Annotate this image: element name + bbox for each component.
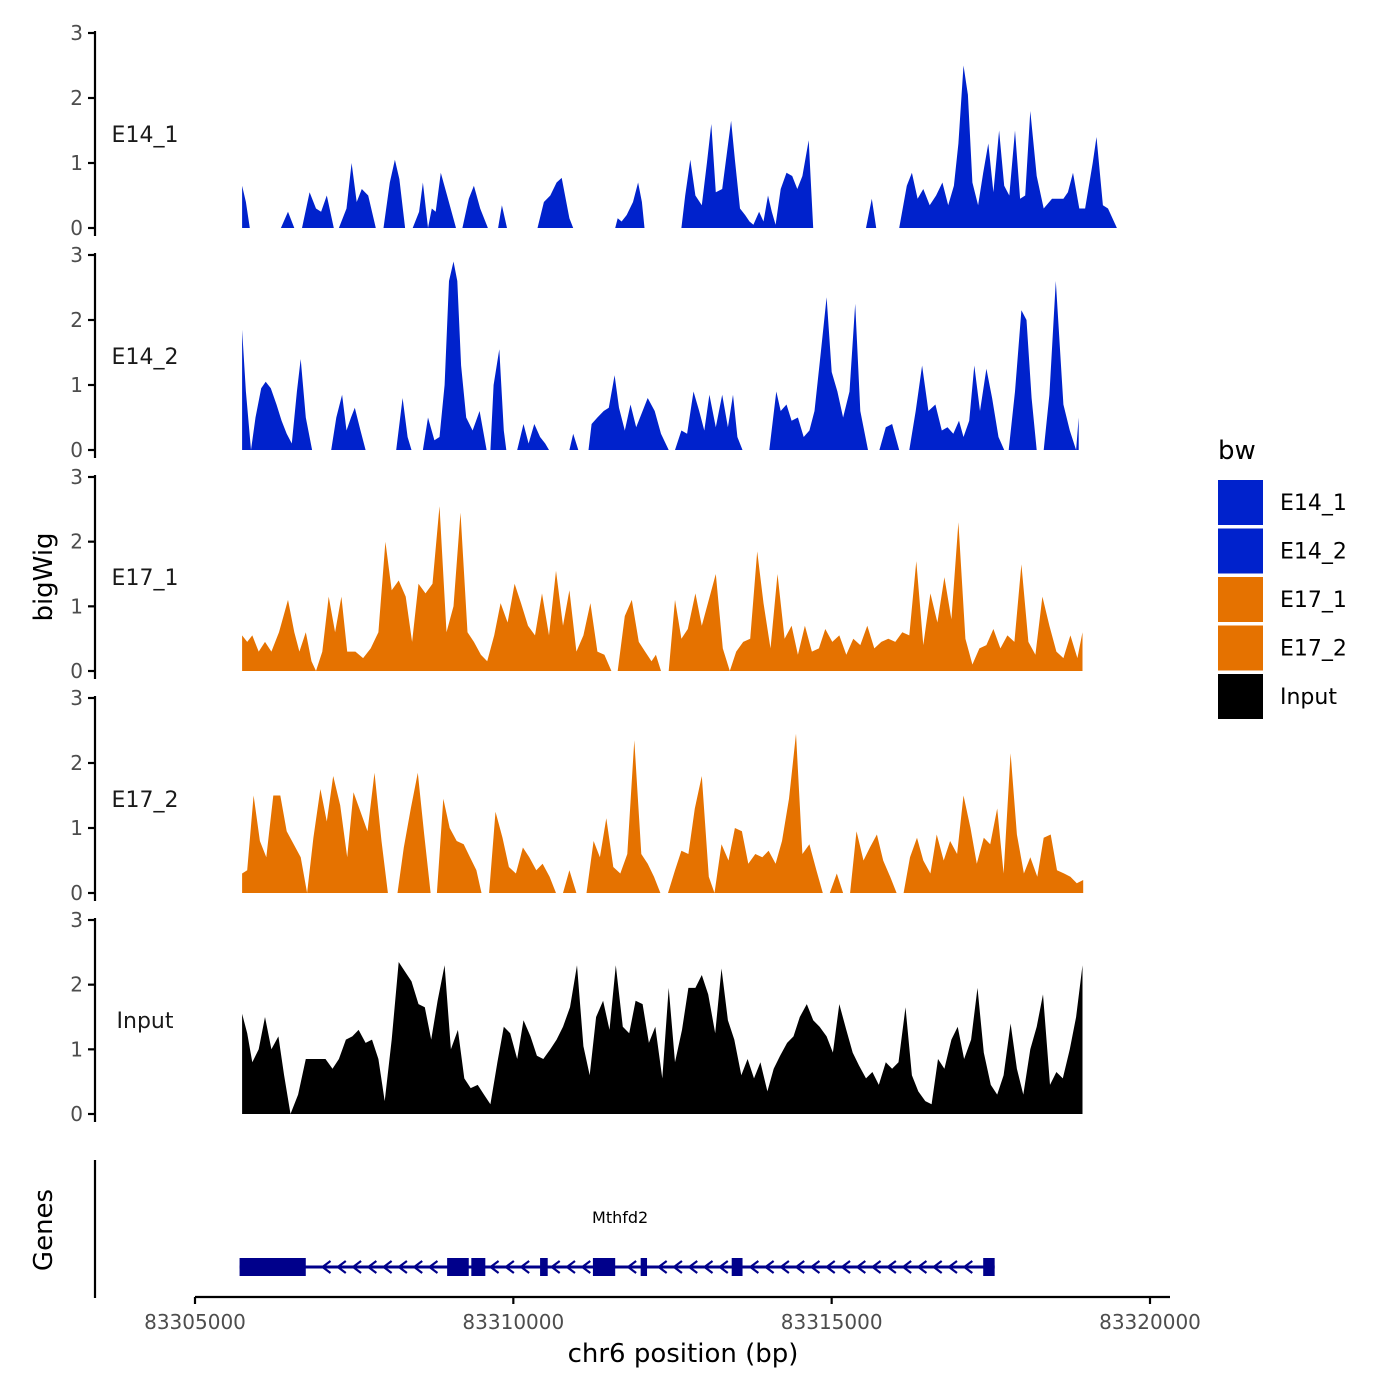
gene-strand-arrow-20 — [748, 1260, 760, 1274]
gene-track: Mthfd2 — [93, 1160, 995, 1298]
track-area-e14-2 — [242, 261, 1079, 450]
legend-label-input: Input — [1280, 685, 1337, 710]
gene-strand-arrow-8 — [488, 1260, 500, 1274]
track-area-e17-2 — [242, 733, 1084, 893]
track-label-e17-2: E17_2 — [112, 788, 179, 813]
y-axes: 0 1 2 3 0 1 2 3 0 1 2 3 0 1 2 3 0 1 2 3 — [70, 21, 97, 1126]
gene-strand-arrow-18 — [702, 1260, 714, 1274]
track-label-e14-2: E14_2 — [112, 345, 179, 370]
legend-label-e17-1: E17_1 — [1280, 588, 1347, 613]
y-tick-label-input-2: 2 — [70, 973, 83, 997]
x-axis-title: chr6 position (bp) — [568, 1339, 799, 1369]
legend-swatch-e17-1 — [1218, 577, 1263, 622]
y-tick-label-e14-1-1: 1 — [70, 151, 83, 175]
gene-strand-arrow-0 — [320, 1260, 332, 1274]
gene-strand-arrow-1 — [335, 1260, 347, 1274]
gene-exon-6 — [731, 1258, 743, 1276]
gene-strand-arrow-19 — [717, 1260, 729, 1274]
y-tick-label-e14-2-2: 2 — [70, 308, 83, 332]
track-label-e14-1: E14_1 — [112, 123, 179, 148]
y-tick-label-e17-1-3: 3 — [70, 465, 83, 489]
track-area-input — [242, 962, 1083, 1114]
gene-strand-arrow-26 — [840, 1260, 851, 1274]
legend-label-e17-2: E17_2 — [1280, 637, 1347, 662]
gene-strand-arrow-22 — [779, 1260, 790, 1274]
gene-exon-5 — [640, 1258, 648, 1276]
x-tick-label-3: 83320000 — [1099, 1310, 1201, 1334]
y-tick-label-e17-1-2: 2 — [70, 530, 83, 554]
y-tick-label-e14-1-0: 0 — [70, 216, 83, 240]
y-tick-label-e17-2-2: 2 — [70, 751, 83, 775]
legend-swatch-e14-1 — [1218, 480, 1263, 525]
y-tick-label-e17-2-1: 1 — [70, 816, 83, 840]
gene-strand-arrow-17 — [687, 1260, 698, 1274]
y-tick-label-e14-1-2: 2 — [70, 86, 83, 110]
gene-strand-arrow-2 — [351, 1260, 362, 1274]
gene-strand-arrow-9 — [504, 1260, 515, 1274]
gene-strand-arrow-33 — [947, 1260, 958, 1274]
track-area-e17-1 — [242, 506, 1083, 671]
y-tick-label-e14-2-3: 3 — [70, 243, 83, 267]
gene-exon-7 — [983, 1258, 995, 1276]
x-tick-label-1: 83310000 — [462, 1310, 564, 1334]
y-tick-label-input-0: 0 — [70, 1102, 83, 1126]
gene-strand-arrow-11 — [549, 1260, 561, 1274]
y-tick-label-e14-1-3: 3 — [70, 21, 83, 45]
gene-strand-arrow-13 — [580, 1260, 591, 1274]
legend-swatch-e14-2 — [1218, 528, 1263, 574]
gene-strand-arrow-34 — [962, 1260, 973, 1274]
gene-strand-arrow-12 — [565, 1260, 576, 1274]
y-tick-label-input-3: 3 — [70, 908, 83, 932]
gene-strand-arrow-7 — [427, 1260, 439, 1274]
gene-strand-arrow-31 — [916, 1260, 928, 1274]
genes-axis-title: Genes — [29, 1189, 59, 1271]
x-tick-label-0: 83305000 — [144, 1310, 246, 1334]
y-axis-title: bigWig — [29, 532, 59, 621]
legend-label-e14-1: E14_1 — [1280, 491, 1347, 516]
signal-tracks: E14_1 E14_2 E17_1 E17_2 Input — [112, 65, 1117, 1114]
gene-strand-arrow-27 — [855, 1260, 866, 1274]
gene-exon-4 — [592, 1258, 616, 1276]
track-label-e17-1: E17_1 — [112, 566, 179, 591]
legend-title: bw — [1218, 436, 1256, 466]
gene-strand-arrow-5 — [397, 1260, 408, 1274]
track-area-e14-1 — [242, 65, 1117, 228]
y-tick-label-e17-1-1: 1 — [70, 594, 83, 618]
gene-label: Mthfd2 — [592, 1208, 648, 1227]
y-tick-label-e17-2-3: 3 — [70, 686, 83, 710]
gene-strand-arrow-10 — [519, 1260, 530, 1274]
y-tick-label-e17-2-0: 0 — [70, 881, 83, 905]
gene-strand-arrow-15 — [656, 1260, 668, 1274]
gene-strand-arrow-32 — [931, 1260, 943, 1274]
gene-strand-arrow-23 — [794, 1260, 805, 1274]
gene-strand-arrow-14 — [626, 1260, 637, 1274]
x-axis: 83305000 83310000 83315000 83320000 — [144, 1295, 1201, 1334]
y-tick-label-e17-1-0: 0 — [70, 659, 83, 683]
gene-strand-arrow-24 — [809, 1260, 821, 1274]
gene-strand-arrow-30 — [901, 1260, 912, 1274]
gene-exon-1 — [447, 1258, 469, 1276]
gene-strand-arrow-21 — [763, 1260, 775, 1274]
legend: bw E14_1 E14_2 E17_1 E17_2 Input — [1218, 436, 1347, 719]
gene-strand-arrow-28 — [870, 1260, 882, 1274]
gene-strand-arrow-16 — [672, 1260, 683, 1274]
gene-strand-arrow-29 — [886, 1260, 897, 1274]
y-tick-label-input-1: 1 — [70, 1037, 83, 1061]
legend-label-e14-2: E14_2 — [1280, 540, 1347, 565]
legend-swatch-e17-2 — [1218, 625, 1263, 671]
legend-swatch-input — [1218, 674, 1263, 719]
x-tick-label-2: 83315000 — [781, 1310, 883, 1334]
gene-exon-3 — [540, 1258, 548, 1276]
track-label-input: Input — [117, 1009, 174, 1034]
gene-strand-arrow-3 — [366, 1260, 378, 1274]
gene-strand-arrow-6 — [412, 1260, 423, 1274]
gene-strand-arrow-25 — [824, 1260, 836, 1274]
y-tick-label-e14-2-0: 0 — [70, 438, 83, 462]
gene-strand-arrow-4 — [381, 1260, 393, 1274]
gene-exon-0 — [239, 1258, 306, 1276]
gene-exon-2 — [471, 1258, 486, 1276]
y-tick-label-e14-2-1: 1 — [70, 373, 83, 397]
